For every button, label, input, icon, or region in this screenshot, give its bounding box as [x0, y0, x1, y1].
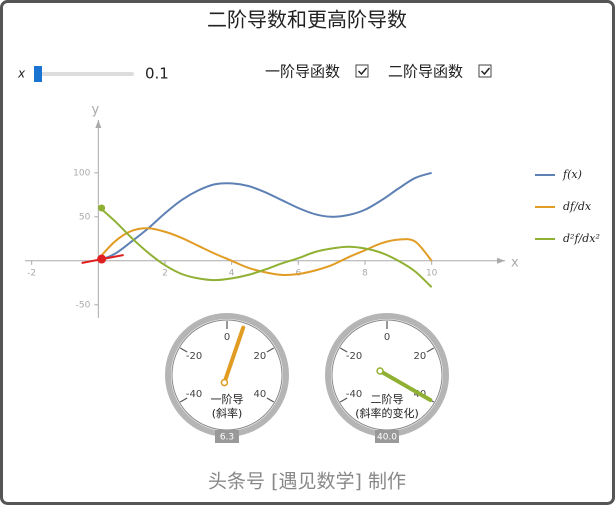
- gauge-tick-label: -20: [186, 351, 202, 362]
- gauge-tick-label: 40: [254, 389, 267, 400]
- gauge-tick-label: -20: [346, 351, 362, 362]
- gauge-tick-label: 20: [254, 351, 267, 362]
- series-line: [97, 227, 433, 276]
- gauge-tick: [266, 397, 275, 403]
- x-tick-label: 2: [162, 268, 168, 278]
- x-tick-label: -2: [27, 268, 36, 278]
- x-axis-label: x: [511, 255, 519, 270]
- gauge-label: 二阶导: [371, 392, 404, 406]
- gauge-label: (斜率的变化): [355, 406, 419, 420]
- gauge-tick: [179, 347, 188, 353]
- y-axis-arrow: [95, 120, 102, 128]
- y-tick-label: 100: [73, 168, 90, 178]
- gauge-tick-label: -40: [186, 389, 202, 400]
- gauge-tick-label: -40: [346, 389, 362, 400]
- slider-knob[interactable]: [34, 66, 42, 82]
- gauge-hub: [376, 367, 384, 375]
- gauge-value: 40.0: [377, 433, 397, 443]
- x-tick-label: 10: [426, 268, 438, 278]
- gauge-tick: [339, 397, 348, 403]
- gauge-tick-label: 0: [224, 332, 230, 343]
- checkbox-label: 二阶导函数: [388, 63, 463, 81]
- gauge-hub: [220, 378, 229, 387]
- gauge-needle: [378, 369, 433, 402]
- point-marker: [97, 254, 107, 264]
- y-tick-label: 50: [79, 212, 91, 222]
- gauge-value: 6.3: [220, 433, 234, 443]
- footer: 头条号 [遇见数学] 制作: [208, 471, 406, 493]
- gauge-label: 一阶导: [211, 392, 244, 406]
- slider-value: 0.1: [145, 65, 169, 83]
- legend-label: df/dx: [563, 200, 592, 213]
- y-axis-label: y: [91, 103, 99, 118]
- gauge-label: (斜率): [212, 406, 243, 420]
- x-axis-arrow: [497, 257, 505, 264]
- checkbox[interactable]: [355, 64, 369, 78]
- gauge-tick: [266, 347, 275, 353]
- point-marker: [98, 204, 106, 212]
- series-line: [97, 205, 433, 288]
- series-line: [97, 171, 432, 262]
- gauge-tick-label: 20: [414, 351, 427, 362]
- checkbox-label: 一阶导函数: [265, 63, 340, 81]
- gauge-tick: [339, 347, 348, 353]
- slider-label: x: [17, 67, 26, 81]
- gauge-needle: [222, 325, 246, 385]
- slider-track[interactable]: [34, 72, 134, 76]
- legend-label: d²f/dx²: [563, 232, 600, 245]
- x-tick-label: 8: [362, 268, 368, 278]
- gauge-tick-label: 0: [384, 332, 390, 343]
- checkbox[interactable]: [478, 64, 492, 78]
- gauge-tick: [426, 347, 435, 353]
- gauge-value-box: [375, 430, 399, 443]
- gauge-tick: [179, 397, 188, 403]
- x-tick-label: 4: [229, 268, 235, 278]
- legend-label: f(x): [562, 168, 582, 181]
- y-tick-label: -50: [76, 300, 91, 310]
- gauge-value-box: [215, 430, 239, 443]
- title: 二阶导数和更高阶导数: [207, 8, 407, 32]
